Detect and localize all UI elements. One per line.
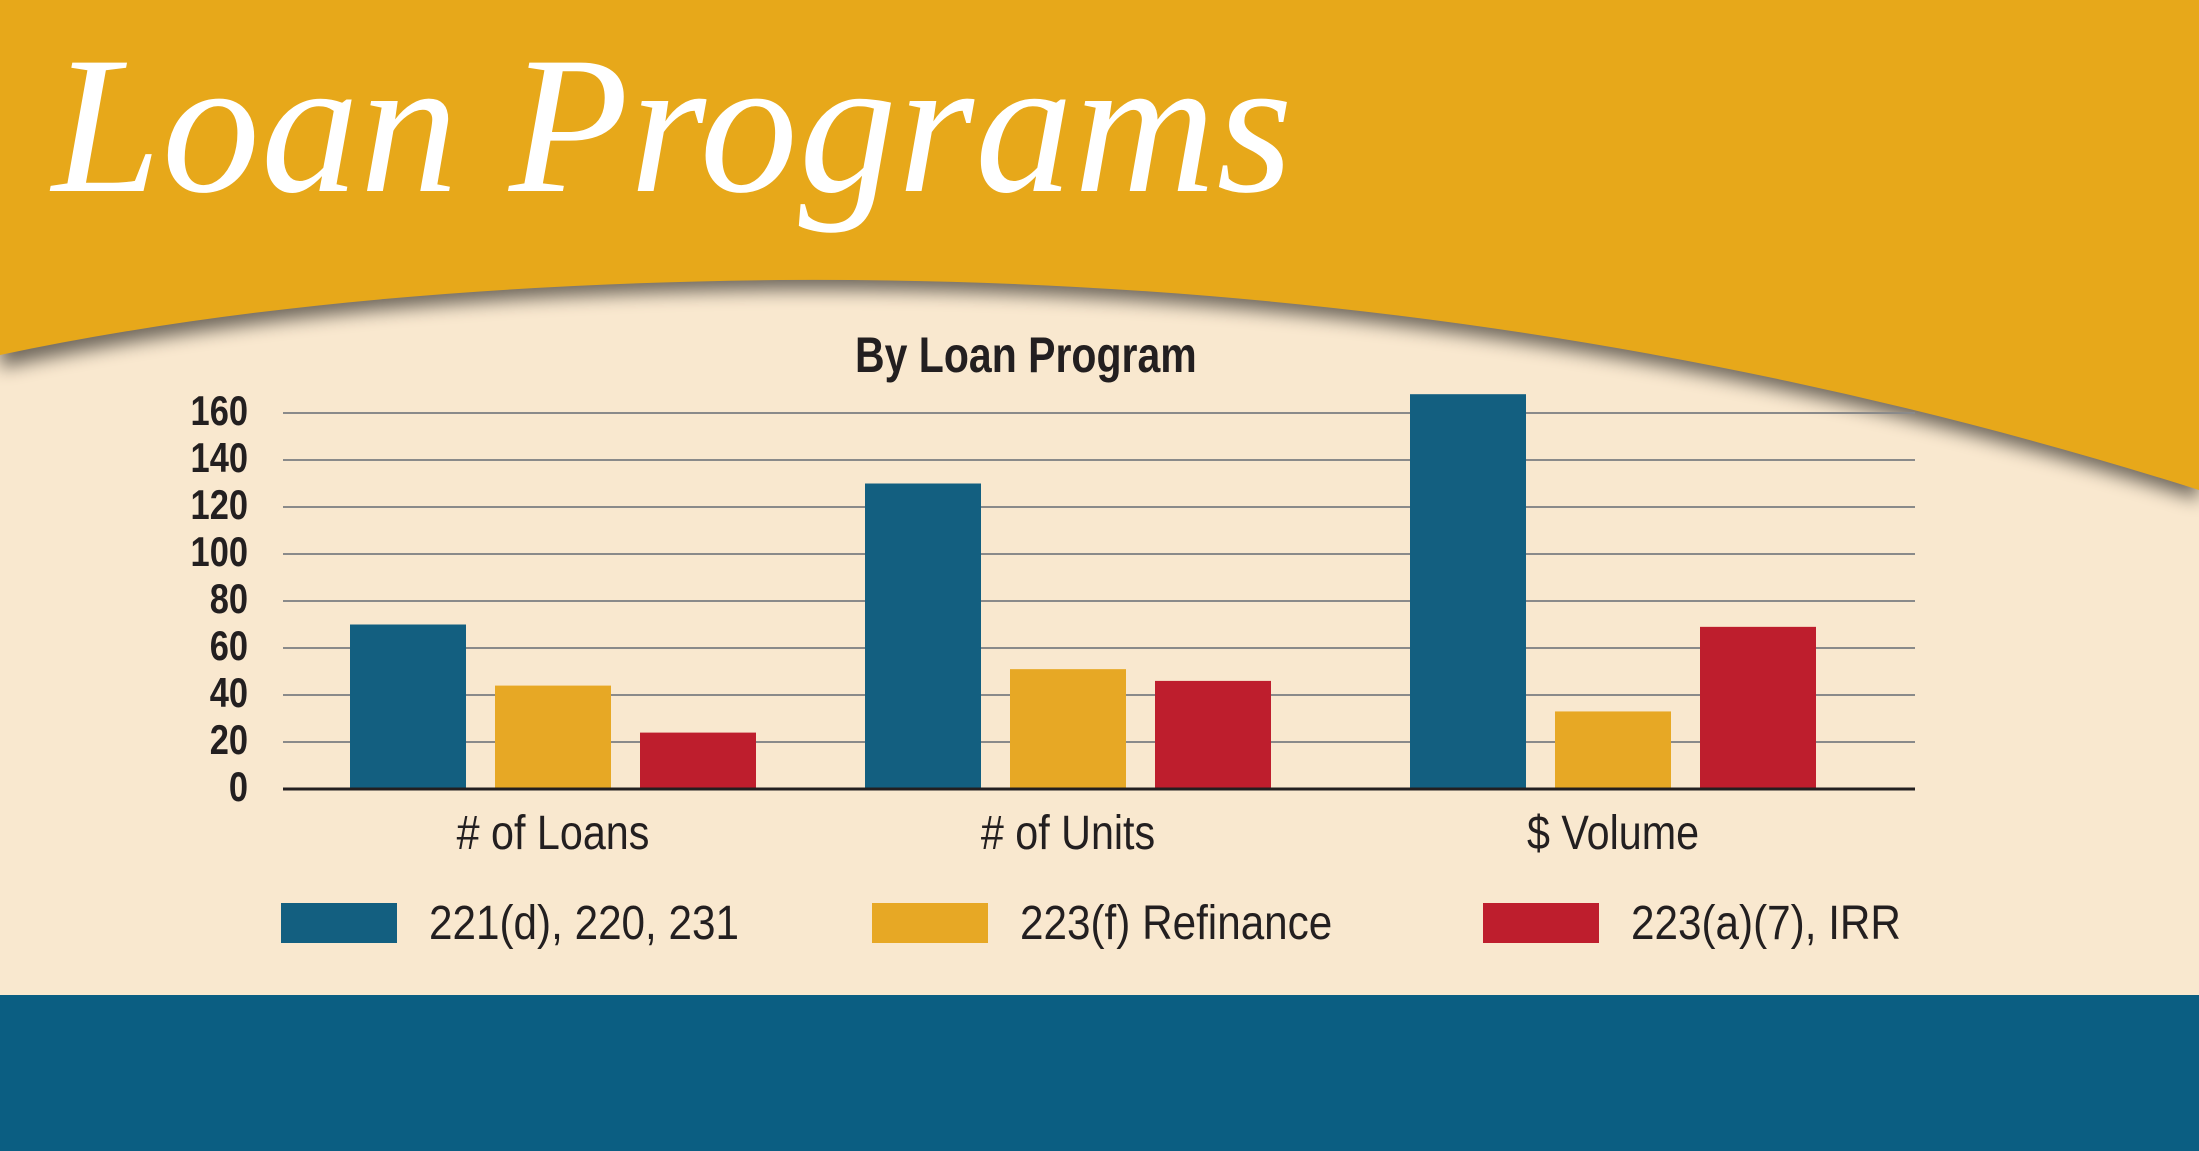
x-category-label: # of Units — [981, 806, 1155, 860]
bar-2-2 — [1010, 669, 1126, 789]
gold-banner — [0, 0, 2199, 490]
legend-swatch-series-2 — [872, 903, 988, 943]
bar-1-2 — [865, 483, 981, 789]
y-tick-label: 140 — [191, 435, 248, 482]
bars — [350, 394, 1816, 789]
bar-3-1 — [640, 732, 756, 789]
bar-2-3 — [1555, 711, 1671, 789]
bar-1-3 — [1410, 394, 1526, 789]
legend-label-series-2: 223(f) Refinance — [1020, 896, 1333, 950]
chart-title: By Loan Program — [855, 327, 1197, 383]
legend-item-series-1: 221(d), 220, 231 — [281, 893, 781, 953]
legend-item-series-3: 223(a)(7), IRR — [1483, 893, 1938, 953]
bar-1-1 — [350, 624, 466, 789]
legend-item-series-2: 223(f) Refinance — [872, 893, 1375, 953]
navy-footer-band — [0, 995, 2199, 1151]
bar-3-3 — [1700, 626, 1816, 789]
legend-swatch-series-3 — [1483, 903, 1599, 943]
x-category-label: # of Loans — [457, 806, 650, 860]
bar-2-1 — [495, 685, 611, 789]
y-tick-label: 40 — [210, 670, 248, 717]
y-tick-label: 80 — [210, 576, 248, 623]
page-title: Loan Programs — [52, 17, 1294, 234]
y-tick-label: 160 — [191, 388, 248, 435]
x-category-label: $ Volume — [1527, 806, 1699, 860]
legend: 221(d), 220, 231 223(f) Refinance 223(a)… — [0, 893, 2199, 953]
bar-3-2 — [1155, 680, 1271, 789]
legend-label-series-1: 221(d), 220, 231 — [429, 896, 739, 950]
y-tick-label: 100 — [191, 529, 248, 576]
y-tick-label: 20 — [210, 717, 248, 764]
y-tick-label: 0 — [229, 764, 248, 811]
legend-label-series-3: 223(a)(7), IRR — [1631, 896, 1901, 950]
legend-swatch-series-1 — [281, 903, 397, 943]
y-tick-label: 60 — [210, 623, 248, 670]
y-tick-label: 120 — [191, 482, 248, 529]
